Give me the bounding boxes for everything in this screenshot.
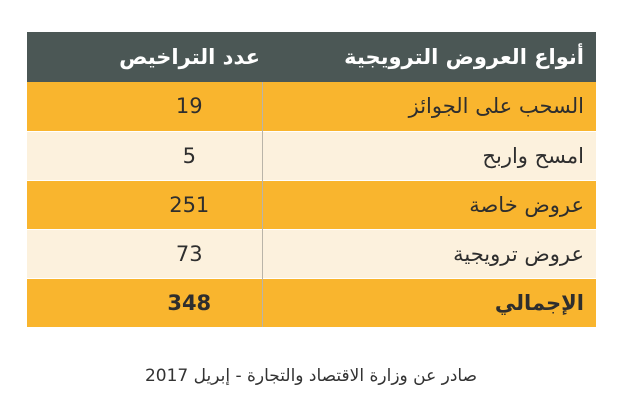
table-row: عروض ترويجية 73 bbox=[27, 228, 596, 278]
type-cell: الإجمالي bbox=[262, 277, 596, 327]
header-cell: عدد التراخيص bbox=[27, 32, 262, 82]
source-note: صادر عن وزارة الاقتصاد والتجارة - إبريل … bbox=[144, 366, 478, 386]
table-row: امسح واربح 5 bbox=[27, 130, 596, 180]
table-row: السحب على الجوائز 19 bbox=[27, 82, 596, 131]
count-cell: 251 bbox=[27, 179, 263, 229]
count-cell: 19 bbox=[27, 82, 263, 131]
count-cell: 73 bbox=[27, 228, 263, 278]
type-cell: امسح واربح bbox=[262, 130, 596, 180]
licenses-table: أنواع العروض الترويجية عدد التراخيص السح… bbox=[27, 32, 596, 327]
type-cell: عروض ترويجية bbox=[262, 228, 596, 278]
table-body: السحب على الجوائز 19 امسح واربح 5 عروض خاصة 2… bbox=[27, 82, 596, 327]
table-row: عروض خاصة 251 bbox=[27, 179, 596, 229]
type-cell: عروض خاصة bbox=[262, 179, 596, 229]
count-cell: 348 bbox=[27, 277, 263, 327]
type-cell: السحب على الجوائز bbox=[262, 82, 596, 131]
table-row: الإجمالي 348 bbox=[27, 277, 596, 327]
header-row: أنواع العروض الترويجية عدد التراخيص bbox=[27, 32, 596, 82]
count-cell: 5 bbox=[27, 130, 263, 180]
header-cell: أنواع العروض الترويجية bbox=[262, 32, 596, 82]
